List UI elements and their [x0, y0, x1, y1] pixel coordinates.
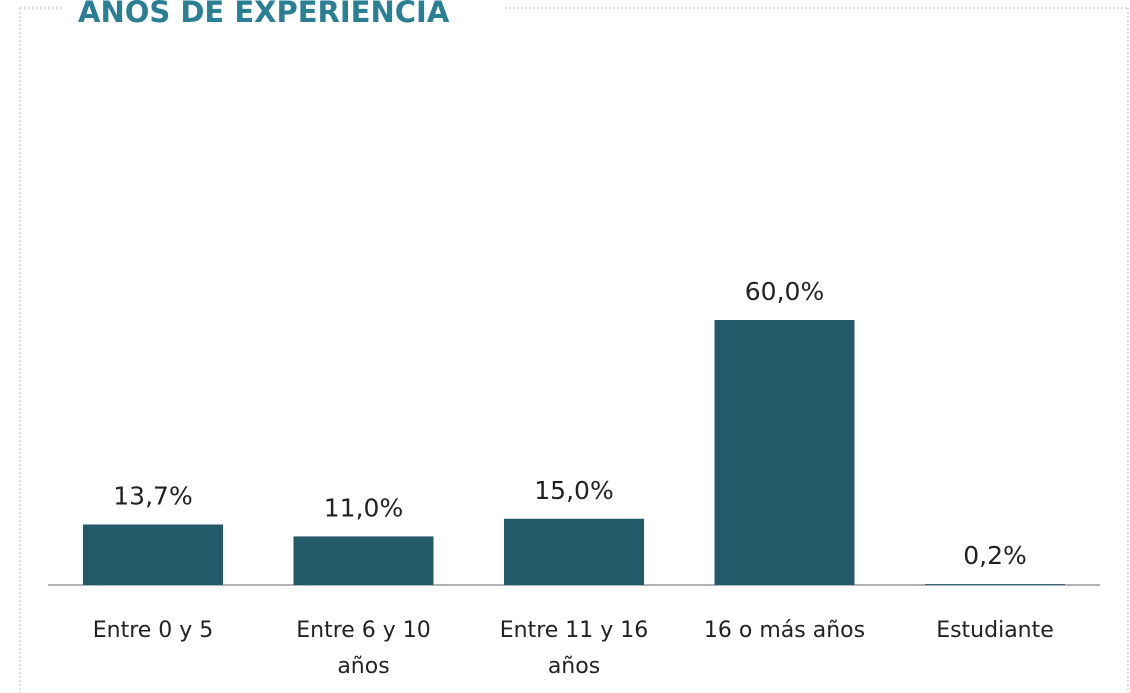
bar	[714, 320, 855, 585]
value-label: 15,0%	[534, 476, 613, 505]
value-label: 0,2%	[963, 541, 1027, 570]
x-tick-label: Entre 6 y 10 años	[296, 618, 431, 679]
chart-title: AÑOS DE EXPERIENCIA	[78, 0, 450, 29]
x-tick-label: Entre 0 y 5	[93, 618, 214, 643]
bar	[83, 524, 223, 585]
x-tick-label: Estudiante	[936, 618, 1054, 643]
bar	[504, 518, 644, 585]
x-tick-label: 16 o más años	[704, 618, 865, 643]
bar	[925, 584, 1065, 585]
x-tick-label: Entre 11 y 16 años	[500, 618, 649, 679]
value-label: 60,0%	[745, 277, 824, 306]
bar	[293, 536, 434, 585]
value-label: 13,7%	[113, 481, 192, 510]
value-label: 11,0%	[324, 493, 403, 522]
